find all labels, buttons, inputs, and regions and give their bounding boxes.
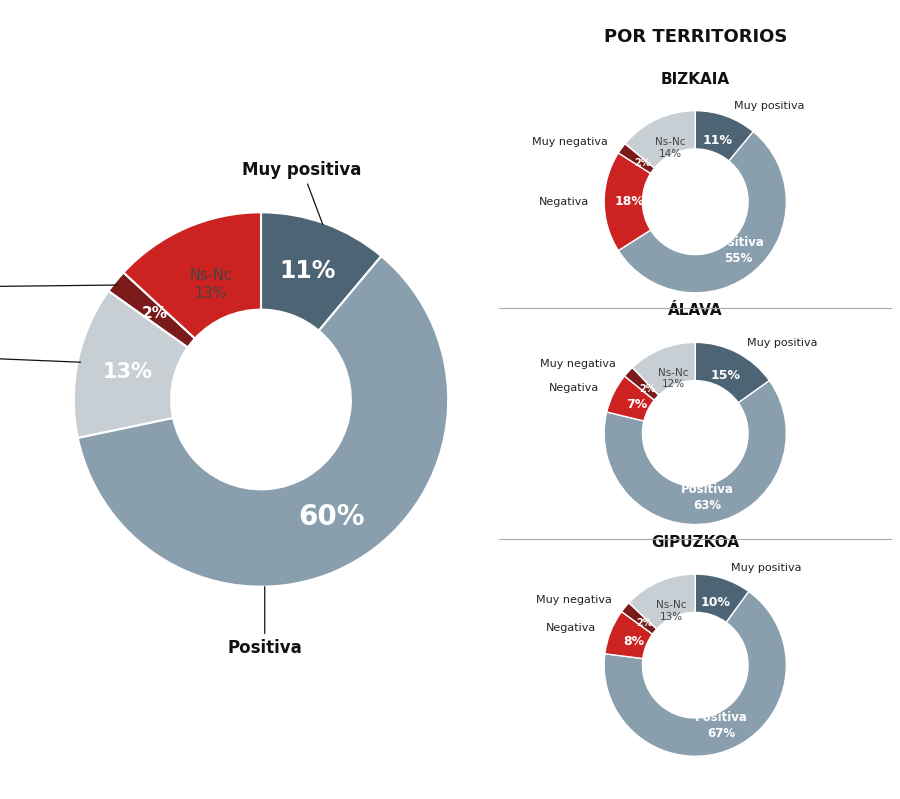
Text: 60%: 60%	[298, 503, 365, 531]
Text: 2%: 2%	[639, 384, 655, 394]
Wedge shape	[618, 144, 654, 173]
Text: Negativa: Negativa	[538, 197, 589, 207]
Wedge shape	[77, 256, 448, 586]
Text: Positiva
63%: Positiva 63%	[681, 483, 734, 512]
Text: 2%: 2%	[634, 158, 651, 169]
Wedge shape	[625, 368, 659, 400]
Title: GIPUZKOA: GIPUZKOA	[652, 535, 739, 551]
Text: Ns-Nc
13%: Ns-Nc 13%	[189, 268, 232, 301]
Wedge shape	[605, 611, 652, 658]
Text: 11%: 11%	[703, 133, 733, 146]
Text: 2%: 2%	[142, 306, 168, 321]
Wedge shape	[74, 291, 188, 438]
Text: Muy positiva: Muy positiva	[734, 101, 805, 111]
Wedge shape	[607, 376, 654, 421]
Text: Negativa: Negativa	[0, 348, 80, 366]
Text: Ns-Nc
13%: Ns-Nc 13%	[656, 600, 687, 622]
Wedge shape	[633, 342, 696, 396]
Text: 13%: 13%	[103, 361, 152, 381]
Text: 11%: 11%	[280, 259, 336, 283]
Text: Ns-Nc
14%: Ns-Nc 14%	[655, 137, 685, 159]
Wedge shape	[622, 602, 657, 634]
Title: BIZKAIA: BIZKAIA	[661, 72, 730, 87]
Text: 8%: 8%	[624, 634, 644, 647]
Text: Negativa: Negativa	[549, 384, 599, 393]
Text: Muy positiva: Muy positiva	[242, 161, 362, 225]
Text: Muy positiva: Muy positiva	[747, 338, 817, 348]
Text: Muy negativa: Muy negativa	[536, 595, 612, 605]
Wedge shape	[695, 342, 770, 403]
Text: 15%: 15%	[710, 368, 741, 382]
Text: Muy positiva: Muy positiva	[732, 563, 802, 573]
Wedge shape	[695, 574, 749, 622]
Wedge shape	[604, 380, 787, 524]
Text: Muy negativa: Muy negativa	[532, 137, 608, 147]
Wedge shape	[695, 111, 753, 161]
Wedge shape	[261, 213, 382, 331]
Text: Positiva
67%: Positiva 67%	[695, 711, 748, 740]
Text: 7%: 7%	[626, 398, 647, 411]
Wedge shape	[123, 213, 261, 339]
Title: ÁLAVA: ÁLAVA	[668, 304, 723, 319]
Text: Muy negativa: Muy negativa	[540, 360, 616, 369]
Wedge shape	[629, 574, 695, 629]
Wedge shape	[109, 272, 195, 348]
Text: 18%: 18%	[615, 195, 644, 209]
Text: 10%: 10%	[700, 596, 731, 610]
Wedge shape	[618, 132, 787, 292]
Text: POR TERRITORIOS: POR TERRITORIOS	[604, 28, 787, 46]
Text: Positiva: Positiva	[228, 586, 302, 657]
Text: Muy negativa: Muy negativa	[0, 278, 117, 296]
Wedge shape	[604, 153, 651, 251]
Text: Negativa: Negativa	[545, 622, 596, 633]
Text: Positiva
55%: Positiva 55%	[712, 237, 765, 265]
Wedge shape	[626, 111, 696, 168]
Wedge shape	[604, 591, 787, 756]
Text: Ns-Nc
12%: Ns-Nc 12%	[658, 368, 688, 389]
Text: 2%: 2%	[636, 618, 653, 628]
